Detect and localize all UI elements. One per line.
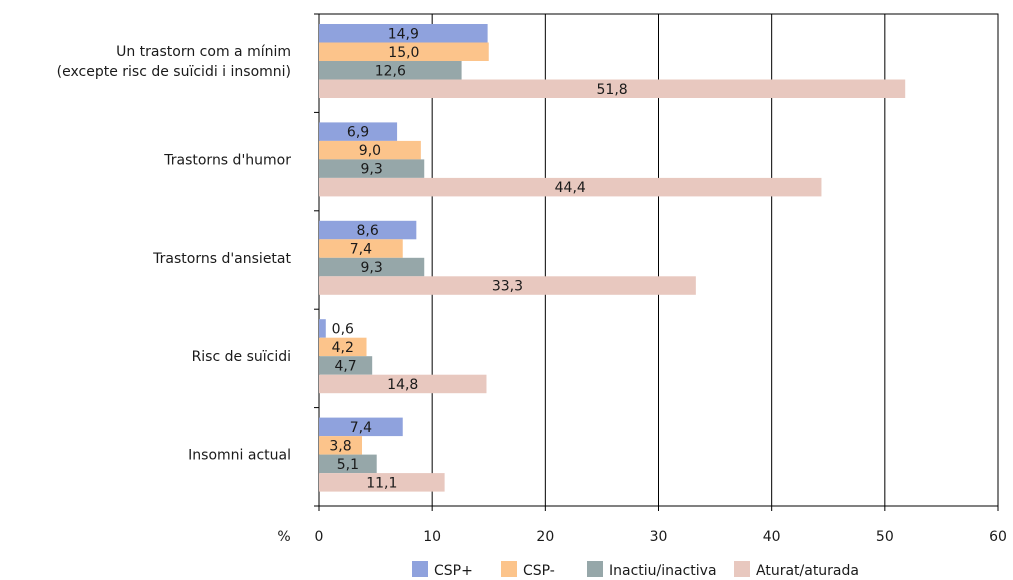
category-label: (excepte risc de suïcidi i insomni) [57,64,291,80]
legend-swatch [501,561,517,577]
bar [319,356,373,375]
bar [319,42,489,61]
axes: 0 10 20 30 40 50 60% [277,13,1007,545]
data-label: 4,7 [334,358,356,374]
x-tick-label: 0 [315,529,324,545]
bar [319,257,425,277]
data-label: 8,6 [357,223,379,239]
data-label: 12,6 [375,63,406,79]
bar [319,337,367,357]
legend: CSP+ CSP- Inactiu/inactiva Aturat/aturada [412,561,859,579]
category-label: Risc de suïcidi [192,349,291,365]
bar [319,473,445,492]
bar [319,454,377,474]
legend-label: CSP- [523,563,555,579]
x-tick-label: 20 [536,529,554,545]
bar [319,61,462,80]
bar [319,436,363,455]
data-label: 9,3 [360,162,382,178]
category-label: Insomni actual [188,448,291,464]
x-tick-label: 60 [989,529,1007,545]
bar [319,159,425,178]
category-label: Trastorns d'ansietat [152,251,291,267]
data-label: 5,1 [337,457,359,473]
data-label: 9,3 [360,260,382,276]
bar [319,374,487,394]
data-label: 3,8 [329,438,351,454]
bar [319,177,822,197]
bars: 14,9 15,0 12,6 51,8 6,9 9,0 9,3 44,4 8,6 7,4 9,3 33… [319,24,906,492]
bar [319,122,398,141]
data-label: 15,0 [388,45,419,61]
category-labels: Un trastorn com a mínim (excepte risc de … [57,44,292,464]
bar [319,417,403,437]
category-label: Trastorns d'humor [163,152,291,168]
bar [319,239,403,258]
legend-label: CSP+ [434,563,473,579]
legend-label: Inactiu/inactiva [609,563,717,579]
data-label: 4,2 [332,340,354,356]
data-label: 0,6 [332,321,354,337]
category-label: Un trastorn com a mínim [116,44,291,60]
data-label: 7,4 [350,420,372,436]
legend-label: Aturat/aturada [756,563,859,579]
x-tick-label: 10 [423,529,441,545]
data-label: 14,9 [388,26,419,42]
data-label: 9,0 [359,143,381,159]
data-label: 51,8 [597,82,628,98]
legend-swatch [412,561,428,577]
legend-swatch [587,561,603,577]
bar [319,276,696,295]
x-tick-label: 40 [763,529,781,545]
data-label: 14,8 [387,377,418,393]
x-tick-label: 50 [876,529,894,545]
bar [319,140,421,160]
bar [319,220,417,240]
bar [319,24,488,43]
data-label: 33,3 [492,279,523,295]
x-tick-label: 30 [650,529,668,545]
x-axis-label: % [277,529,290,545]
data-label: 44,4 [555,180,586,196]
legend-swatch [734,561,750,577]
bar [319,319,326,338]
bar [319,79,906,98]
data-label: 7,4 [350,242,372,258]
data-label: 6,9 [347,125,369,141]
data-label: 11,1 [366,475,397,491]
